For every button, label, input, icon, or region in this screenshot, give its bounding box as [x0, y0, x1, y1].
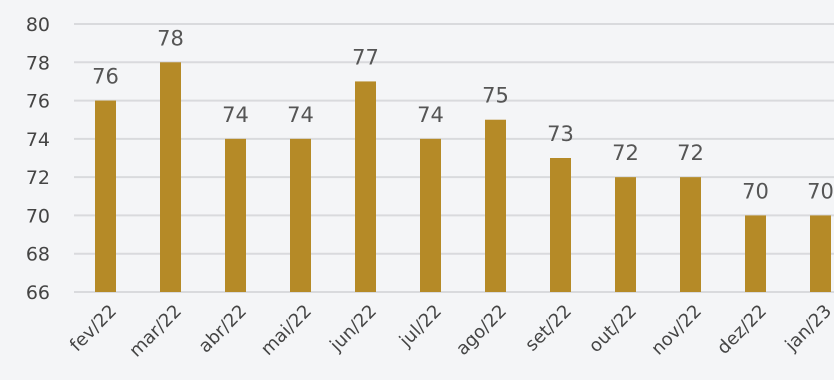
bar-dez/22: [745, 215, 766, 292]
bar-out/22: [615, 177, 636, 292]
data-label: 74: [287, 103, 314, 127]
x-tick-label: jun/22: [325, 301, 381, 357]
bars: [95, 62, 831, 293]
bar-abr/22: [225, 138, 246, 292]
y-tick-label: 68: [26, 244, 50, 266]
bar-mai/22: [290, 138, 311, 292]
data-label: 70: [807, 179, 834, 203]
y-axis: 66 68 70 72 74 76 78 80: [26, 14, 50, 304]
x-tick-label: set/22: [521, 301, 576, 356]
bar-mar/22: [160, 62, 181, 293]
y-tick-label: 76: [26, 91, 50, 113]
x-tick-label: fev/22: [66, 301, 121, 356]
data-label: 74: [222, 103, 249, 127]
x-axis: fev/22 mar/22 abr/22 mai/22 jun/22 jul/22 ago/…: [66, 301, 834, 362]
data-label: 72: [612, 141, 639, 165]
y-tick-label: 66: [26, 282, 50, 304]
data-label: 70: [742, 179, 769, 203]
grid-lines: [74, 23, 834, 293]
data-label: 78: [157, 26, 184, 50]
y-tick-label: 74: [26, 129, 50, 151]
y-tick-label: 72: [26, 167, 50, 189]
x-tick-label: jul/22: [395, 301, 446, 352]
data-label: 74: [417, 103, 444, 127]
y-tick-label: 70: [26, 205, 50, 227]
data-label: 77: [352, 45, 379, 69]
bar-ago/22: [485, 119, 506, 292]
x-tick-label: jan/23: [781, 301, 834, 356]
data-labels: 76 78 74 74 77 74 75 73 72 72 70 70: [92, 26, 834, 203]
bar-jul/22: [420, 138, 441, 292]
data-label: 76: [92, 65, 119, 89]
bar-set/22: [550, 158, 571, 292]
x-tick-label: mar/22: [125, 301, 186, 362]
x-tick-label: dez/22: [713, 301, 771, 359]
y-tick-label: 78: [26, 52, 50, 74]
x-tick-label: ago/22: [452, 301, 511, 360]
data-label: 73: [547, 122, 574, 146]
y-tick-label: 80: [26, 14, 50, 36]
bar-nov/22: [680, 177, 701, 292]
data-label: 72: [677, 141, 704, 165]
bar-fev/22: [95, 100, 116, 292]
bar-jun/22: [355, 81, 376, 292]
x-tick-label: nov/22: [647, 301, 706, 360]
x-tick-label: mai/22: [257, 301, 316, 360]
bar-jan/23: [810, 215, 831, 292]
x-tick-label: out/22: [585, 301, 641, 357]
x-tick-label: abr/22: [195, 301, 251, 357]
data-label: 75: [482, 84, 509, 108]
